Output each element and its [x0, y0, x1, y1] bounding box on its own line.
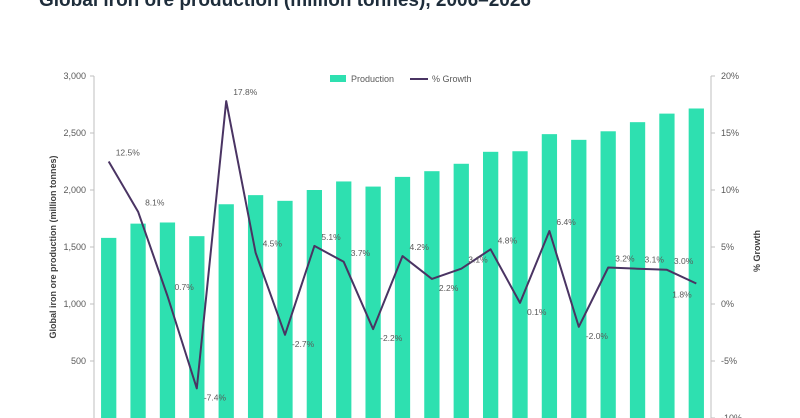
legend-production-swatch	[330, 75, 346, 82]
growth-data-label: 3.0%	[674, 256, 694, 266]
growth-data-label: 3.7%	[351, 248, 371, 258]
production-bar	[541, 134, 558, 418]
production-bar	[453, 163, 469, 418]
y-tick-label: 2,500	[63, 128, 86, 138]
production-bar	[629, 122, 646, 418]
production-bar	[659, 113, 675, 418]
production-bar	[277, 200, 293, 418]
growth-line	[107, 100, 697, 390]
y-axis-title: Global iron ore production (million tonn…	[48, 156, 58, 339]
growth-data-label: 6.4%	[556, 217, 576, 227]
y2-tick-label: 10%	[721, 185, 739, 195]
production-bar	[101, 237, 117, 418]
growth-data-label: 8.1%	[145, 198, 165, 208]
legend-production-label: Production	[351, 74, 394, 84]
production-bar	[394, 176, 411, 418]
growth-data-label: 4.8%	[498, 235, 518, 245]
production-bar	[600, 131, 616, 418]
growth-data-label: 0.1%	[527, 307, 547, 317]
growth-data-label: 1.8%	[672, 289, 692, 299]
production-bar	[130, 223, 146, 418]
y-tick-label: 3,000	[63, 71, 86, 81]
y-tick-label: 1,000	[63, 299, 86, 309]
y-tick-label: 1,500	[63, 242, 86, 252]
production-bar	[306, 190, 322, 418]
production-bar	[424, 171, 440, 418]
growth-data-label: -7.4%	[204, 392, 227, 402]
growth-data-label: -2.2%	[380, 333, 403, 343]
production-bar	[512, 151, 528, 418]
growth-data-label: 3.2%	[615, 254, 635, 264]
y2-tick-label: -5%	[721, 356, 737, 366]
production-bar	[189, 236, 205, 418]
chart-title: Global iron ore production (million tonn…	[39, 0, 531, 11]
y2-axis-title: % Growth	[752, 230, 762, 272]
growth-data-label: -2.7%	[292, 339, 315, 349]
growth-data-label: 4.2%	[410, 242, 430, 252]
production-bar	[365, 186, 381, 418]
y2-tick-label: 15%	[721, 128, 739, 138]
production-bar	[159, 222, 176, 418]
y2-tick-label: 0%	[721, 299, 734, 309]
legend-growth-label: % Growth	[432, 74, 472, 84]
growth-data-label: 3.1%	[468, 255, 488, 265]
growth-data-label: 17.8%	[233, 87, 258, 97]
growth-data-label: 0.7%	[174, 282, 194, 292]
production-bar	[247, 195, 264, 418]
growth-data-label: 4.5%	[263, 239, 283, 249]
growth-data-label: 3.1%	[645, 255, 665, 265]
growth-data-label: 12.5%	[116, 148, 141, 158]
growth-data-label: 2.2%	[439, 283, 459, 293]
y-tick-label: 500	[71, 356, 86, 366]
production-bar	[218, 204, 234, 418]
y2-tick-label: -10%	[721, 413, 742, 418]
production-bar	[336, 181, 352, 418]
y2-tick-label: 5%	[721, 242, 734, 252]
y2-tick-label: 20%	[721, 71, 739, 81]
y-tick-label: 2,000	[63, 185, 86, 195]
production-bar	[688, 108, 704, 418]
growth-data-label: 5.1%	[321, 232, 341, 242]
production-bar	[483, 151, 499, 418]
growth-data-label: -2.0%	[586, 331, 609, 341]
production-bar	[571, 139, 587, 418]
